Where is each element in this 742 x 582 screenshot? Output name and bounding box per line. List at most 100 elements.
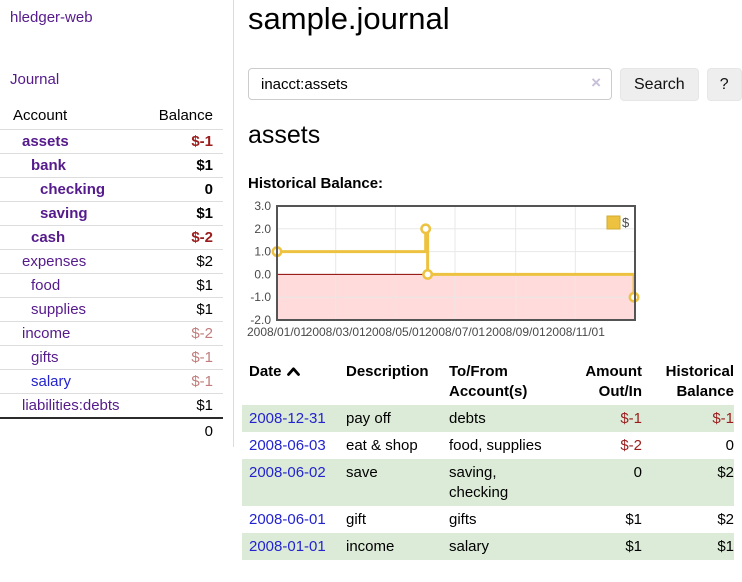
- register-cell-description: pay off: [346, 410, 391, 427]
- account-row: bank $1: [0, 154, 223, 178]
- legend-label: $: [622, 215, 630, 230]
- register-cell-date: 2008-06-01: [242, 506, 346, 533]
- chart-data-point: [420, 223, 432, 235]
- chart-border: [276, 205, 636, 321]
- account-balance: 0: [204, 181, 213, 198]
- account-link-supplies[interactable]: supplies: [31, 301, 87, 318]
- account-balance: $-1: [191, 133, 213, 150]
- account-link-assets[interactable]: assets: [22, 133, 69, 150]
- register-cell-description: income: [346, 538, 395, 555]
- register-cell-accounts: salary: [449, 538, 490, 555]
- transaction-date-link[interactable]: 2008-01-01: [249, 538, 326, 555]
- transaction-date-link[interactable]: 2008-06-02: [249, 464, 326, 481]
- sidebar-item-journal[interactable]: Journal: [10, 71, 60, 88]
- transaction-date-link[interactable]: 2008-06-03: [249, 437, 326, 454]
- register-cell-amount: $-1: [620, 410, 642, 427]
- register-cell-amount: $-2: [620, 437, 642, 454]
- account-balance: $1: [196, 205, 213, 222]
- account-link-liabilities-debts[interactable]: liabilities:debts: [22, 397, 120, 414]
- register-cell-balance: $-1: [712, 410, 734, 427]
- account-row: expenses $2: [0, 250, 223, 274]
- search-form: × Search ?: [248, 68, 742, 101]
- y-tick-label: 0.0: [254, 267, 271, 281]
- account-balance: $-1: [191, 349, 213, 366]
- account-link-gifts[interactable]: gifts: [31, 349, 59, 366]
- sidebar: hledger-web Journal Account Balance asse…: [0, 0, 234, 447]
- register-row: 2008-06-01 gift gifts $1 $2: [242, 506, 734, 533]
- register-table-body: 2008-12-31 pay off debts $-1 $-1 2008-06-03 ea…: [242, 405, 734, 560]
- account-row: salary $-1: [0, 370, 223, 394]
- accounts-total-row: 0: [0, 418, 223, 443]
- account-link-checking[interactable]: checking: [40, 181, 106, 198]
- x-tick-label: 2008/07/01: [425, 325, 485, 339]
- register-cell-description: gift: [346, 511, 367, 528]
- legend-swatch: [606, 215, 621, 230]
- account-link-salary[interactable]: salary: [31, 373, 72, 390]
- account-link-bank[interactable]: bank: [31, 157, 67, 174]
- accounts-total-value: 0: [204, 423, 213, 440]
- account-balance: $-2: [191, 325, 213, 342]
- help-button[interactable]: ?: [706, 68, 742, 101]
- x-tick-label: 2008/05/01: [365, 325, 425, 339]
- register-row: 2008-01-01 income salary $1 $1: [242, 533, 734, 560]
- accounts-header-row: Account Balance: [0, 104, 223, 130]
- accounts-table: Account Balance assets $-1 bank $1 checking 0…: [0, 104, 223, 443]
- account-link-income[interactable]: income: [22, 325, 71, 342]
- x-tick-label: 2008/11/01: [546, 325, 605, 339]
- account-row: checking 0: [0, 178, 223, 202]
- account-heading: assets: [248, 121, 321, 149]
- y-tick-label: -2.0: [250, 313, 271, 327]
- register-cell-amount: $1: [625, 511, 642, 528]
- register-cell-amount: $1: [625, 538, 642, 555]
- clear-search-icon[interactable]: ×: [591, 73, 601, 92]
- transaction-date-link[interactable]: 2008-12-31: [249, 410, 326, 427]
- account-row: liabilities:debts $1: [0, 394, 223, 418]
- register-cell-date: 2008-12-31: [242, 405, 346, 432]
- search-input-wrap: ×: [248, 68, 612, 100]
- register-cell-description: eat & shop: [346, 437, 418, 454]
- register-col-amount: Amount Out/In: [585, 363, 642, 400]
- account-link-food[interactable]: food: [31, 277, 61, 294]
- y-tick-label: 2.0: [254, 222, 271, 236]
- accounts-table-body: assets $-1 bank $1 checking 0 saving $1 cash $-2 e…: [0, 130, 223, 418]
- register-col-description: Description: [346, 363, 429, 380]
- sort-ascending-icon: [286, 362, 300, 382]
- y-tick-label: 3.0: [254, 199, 271, 213]
- register-cell-accounts: saving, checking: [449, 464, 509, 501]
- register-cell-date: 2008-06-02: [242, 459, 346, 506]
- register-cell-date: 2008-01-01: [242, 533, 346, 560]
- register-row: 2008-12-31 pay off debts $-1 $-1: [242, 405, 734, 432]
- account-link-expenses[interactable]: expenses: [22, 253, 87, 270]
- account-row: income $-2: [0, 322, 223, 346]
- register-col-date-label: Date: [249, 363, 282, 380]
- transaction-date-link[interactable]: 2008-06-01: [249, 511, 326, 528]
- register-col-date[interactable]: Date: [242, 360, 346, 405]
- account-link-cash[interactable]: cash: [31, 229, 66, 246]
- search-input[interactable]: [248, 68, 612, 100]
- register-cell-balance: 0: [725, 437, 734, 454]
- search-button[interactable]: Search: [620, 68, 699, 101]
- app-title-link[interactable]: hledger-web: [10, 9, 93, 26]
- register-cell-balance: $1: [717, 538, 734, 555]
- account-row: assets $-1: [0, 130, 223, 154]
- account-balance: $1: [196, 157, 213, 174]
- page-title: sample.journal: [248, 1, 450, 36]
- account-row: saving $1: [0, 202, 223, 226]
- register-cell-accounts: food, supplies: [449, 437, 542, 454]
- account-row: food $1: [0, 274, 223, 298]
- x-tick-label: 2008/09/01: [486, 325, 546, 339]
- register-row: 2008-06-02 save saving, checking 0 $2: [242, 459, 734, 506]
- y-tick-label: -1.0: [250, 290, 271, 304]
- account-link-saving[interactable]: saving: [40, 205, 88, 222]
- register-cell-balance: $2: [717, 464, 734, 481]
- register-header-row: Date Description To/From Account(s) Amou…: [242, 360, 734, 405]
- account-balance: $1: [196, 277, 213, 294]
- register-cell-balance: $2: [717, 511, 734, 528]
- register-table: Date Description To/From Account(s) Amou…: [242, 360, 734, 560]
- account-balance: $1: [196, 397, 213, 414]
- register-cell-accounts: gifts: [449, 511, 477, 528]
- register-cell-accounts: debts: [449, 410, 486, 427]
- x-tick-label: 2008/03/01: [306, 325, 366, 339]
- chart-data-point: [422, 268, 434, 280]
